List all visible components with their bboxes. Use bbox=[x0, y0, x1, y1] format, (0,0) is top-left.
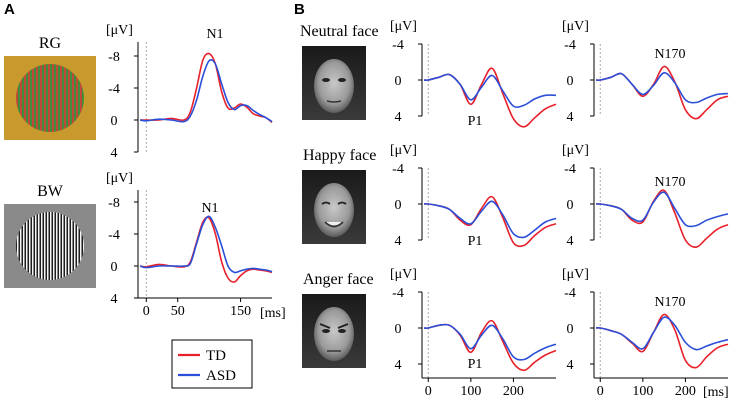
rg-grating-image bbox=[4, 56, 96, 140]
y-unit-label: [μV] bbox=[390, 143, 417, 158]
x-tick-label: 150 bbox=[230, 304, 251, 319]
panel-letter-b: B bbox=[294, 1, 305, 18]
y-tick-label: 4 bbox=[395, 358, 402, 373]
x-tick-label: 200 bbox=[503, 384, 524, 399]
erp-plot-3: [μV] -4 0 4 bbox=[390, 19, 557, 128]
face-photo-happy bbox=[302, 170, 366, 244]
y-unit-label: [μV] bbox=[562, 143, 589, 158]
x-tick-label: 100 bbox=[460, 384, 481, 399]
bw-grating-image bbox=[4, 204, 96, 288]
panel-letter-a: A bbox=[4, 1, 15, 18]
stimulus-label-bw: BW bbox=[37, 183, 64, 200]
y-unit-label: [μV] bbox=[390, 19, 417, 34]
legend: TD ASD bbox=[171, 339, 253, 389]
y-unit-label: [μV] bbox=[390, 267, 417, 282]
stimulus-label-rg: RG bbox=[39, 35, 62, 52]
y-tick-label: 4 bbox=[111, 292, 118, 307]
erp-plot-4: [μV] -4 0 4 bbox=[562, 19, 729, 125]
y-tick-label: 0 bbox=[395, 74, 402, 89]
component-label-n170-anger: N170 bbox=[654, 295, 685, 310]
x-unit-label-a: [ms] bbox=[260, 306, 286, 321]
y-tick-label: 0 bbox=[567, 198, 574, 213]
y-tick-label: 0 bbox=[111, 260, 118, 275]
y-tick-label: 0 bbox=[395, 322, 402, 337]
legend-label-asd: ASD bbox=[206, 368, 236, 384]
y-tick-label: -4 bbox=[392, 38, 404, 53]
y-tick-label: 4 bbox=[567, 110, 574, 125]
y-tick-label: -8 bbox=[108, 196, 120, 211]
y-tick-label: 4 bbox=[395, 110, 402, 125]
face-photo-neutral bbox=[302, 46, 366, 120]
component-label-p1-neutral: P1 bbox=[468, 114, 483, 129]
y-tick-label: 0 bbox=[567, 74, 574, 89]
erp-plot-7: [μV] -4 0 4 0 100 200 bbox=[390, 267, 557, 399]
series-line-asd bbox=[423, 200, 557, 239]
y-tick-label: -4 bbox=[564, 286, 576, 301]
x-tick-label: 0 bbox=[597, 384, 604, 399]
condition-label-happy: Happy face bbox=[303, 147, 376, 164]
erp-plot-5: [μV] -4 0 4 bbox=[390, 143, 557, 249]
y-tick-label: -4 bbox=[564, 162, 576, 177]
condition-label-anger: Anger face bbox=[303, 271, 374, 288]
series-line-asd bbox=[595, 316, 729, 351]
x-tick-label: 0 bbox=[425, 384, 432, 399]
x-tick-label: 100 bbox=[632, 384, 653, 399]
x-tick-label: 50 bbox=[171, 304, 185, 319]
face-photo-anger bbox=[302, 294, 366, 368]
y-tick-label: -4 bbox=[564, 38, 576, 53]
y-tick-label: 4 bbox=[111, 146, 118, 161]
y-tick-label: 0 bbox=[395, 198, 402, 213]
y-tick-label: 4 bbox=[567, 234, 574, 249]
y-unit-label: [μV] bbox=[106, 171, 133, 186]
y-unit-label: [μV] bbox=[562, 19, 589, 34]
series-line-td bbox=[595, 313, 729, 369]
y-tick-label: -8 bbox=[108, 50, 120, 65]
component-label-p1-happy: P1 bbox=[468, 234, 483, 249]
x-unit-label-b: [ms] bbox=[703, 385, 729, 400]
component-label-n1-bw: N1 bbox=[201, 201, 218, 216]
y-tick-label: -4 bbox=[108, 82, 120, 97]
component-label-n170-happy: N170 bbox=[654, 175, 685, 190]
erp-plot-8: [μV] -4 0 4 0 100 200 bbox=[562, 267, 729, 399]
y-tick-label: -4 bbox=[392, 286, 404, 301]
y-unit-label: [μV] bbox=[562, 267, 589, 282]
series-line-td bbox=[139, 216, 273, 283]
erp-plot-1: [μV] -8 -4 0 4 bbox=[106, 23, 273, 161]
series-line-asd bbox=[139, 215, 273, 274]
series-line-asd bbox=[423, 323, 557, 361]
series-line-asd bbox=[595, 191, 729, 228]
legend-label-td: TD bbox=[206, 348, 226, 364]
y-tick-label: -4 bbox=[392, 162, 404, 177]
y-unit-label: [μV] bbox=[106, 23, 133, 38]
series-line-td bbox=[423, 319, 557, 372]
component-label-n1-rg: N1 bbox=[206, 27, 223, 42]
component-label-n170-neutral: N170 bbox=[654, 47, 685, 62]
series-line-asd bbox=[139, 59, 273, 123]
condition-label-neutral: Neutral face bbox=[300, 23, 379, 40]
series-line-asd bbox=[595, 72, 729, 104]
y-tick-label: 4 bbox=[567, 358, 574, 373]
series-line-td bbox=[140, 52, 273, 124]
y-tick-label: 0 bbox=[567, 322, 574, 337]
component-label-p1-anger: P1 bbox=[468, 357, 483, 372]
series-line-asd bbox=[423, 73, 557, 108]
erp-plot-6: [μV] -4 0 4 bbox=[562, 143, 729, 249]
x-tick-label: 0 bbox=[143, 304, 150, 319]
y-tick-label: -4 bbox=[108, 228, 120, 243]
y-tick-label: 0 bbox=[111, 114, 118, 129]
series-line-td bbox=[595, 189, 729, 249]
x-tick-label: 200 bbox=[675, 384, 696, 399]
erp-plot-2: [μV] -8 -4 0 4 0 50 150 bbox=[106, 171, 273, 319]
series-line-td bbox=[423, 195, 557, 248]
y-tick-label: 4 bbox=[395, 234, 402, 249]
